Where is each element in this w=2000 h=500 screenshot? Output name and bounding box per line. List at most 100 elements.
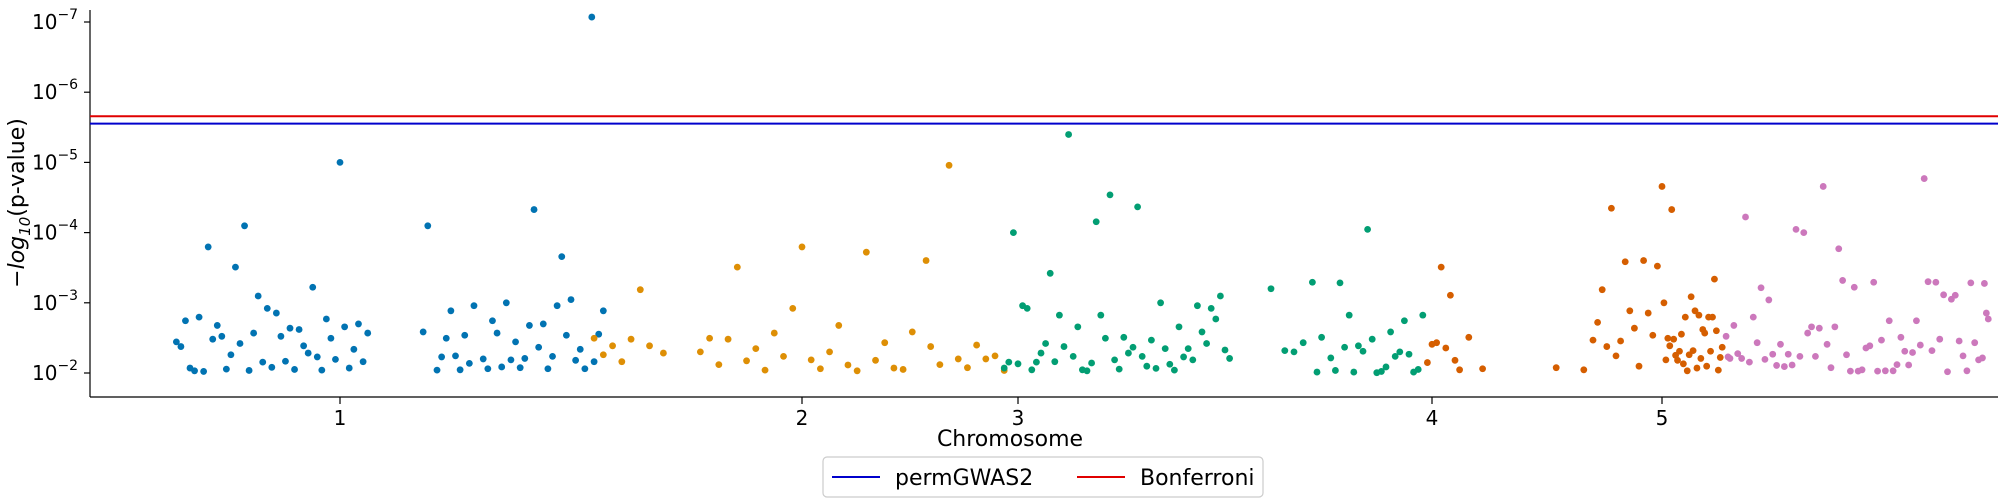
data-point: [452, 352, 459, 360]
data-point: [599, 307, 607, 315]
data-point: [1350, 368, 1358, 376]
data-point: [272, 309, 280, 317]
data-point: [1963, 367, 1971, 375]
data-point: [327, 334, 335, 342]
data-point: [1111, 356, 1118, 364]
data-point: [268, 363, 276, 371]
data-point: [1621, 258, 1629, 266]
data-point: [1738, 355, 1746, 362]
data-point: [908, 328, 916, 336]
data-point: [1451, 356, 1459, 364]
data-point: [1203, 340, 1210, 347]
data-point: [442, 334, 450, 342]
data-point: [1161, 345, 1169, 353]
data-point: [1387, 328, 1394, 336]
data-point: [1401, 317, 1408, 325]
data-point: [245, 367, 253, 374]
data-point: [484, 365, 492, 373]
data-point: [1932, 278, 1940, 286]
data-point: [1060, 343, 1068, 350]
data-point: [1083, 367, 1091, 375]
data-point: [1580, 366, 1588, 374]
data-point: [1368, 335, 1376, 343]
data-point: [1221, 346, 1229, 354]
data-point: [1640, 257, 1647, 264]
data-point: [724, 335, 732, 343]
data-point: [1143, 362, 1151, 370]
data-point: [535, 343, 543, 351]
data-point: [715, 361, 723, 369]
data-point: [1631, 324, 1638, 332]
data-point: [1784, 350, 1792, 358]
data-point: [1180, 353, 1187, 361]
data-point: [1115, 365, 1123, 373]
data-point: [195, 313, 203, 321]
data-point: [254, 292, 262, 300]
data-point: [1689, 347, 1697, 355]
data-point: [1827, 364, 1835, 372]
data-point: [1603, 343, 1611, 350]
y-tick-label: 10−6: [32, 77, 78, 104]
data-point: [1074, 323, 1082, 331]
y-tick-label: 10−5: [32, 147, 78, 174]
data-point: [1014, 360, 1022, 368]
data-point: [1893, 361, 1901, 369]
data-point: [530, 206, 538, 213]
data-point: [1664, 334, 1672, 342]
data-point: [1479, 365, 1486, 373]
data-point: [1148, 336, 1155, 344]
data-point: [304, 349, 312, 357]
data-point: [733, 263, 741, 271]
data-point: [1000, 364, 1008, 372]
data-point: [1823, 340, 1831, 348]
data-point: [1125, 349, 1132, 357]
data-point: [489, 317, 496, 325]
data-point: [1984, 315, 1992, 323]
data-point: [433, 366, 441, 374]
data-point: [590, 358, 598, 366]
data-point: [291, 366, 298, 373]
data-point: [1982, 309, 1990, 317]
data-point: [222, 365, 230, 373]
data-point: [1730, 322, 1738, 329]
data-point: [1718, 343, 1726, 351]
data-point: [1660, 299, 1668, 307]
legend-frame: [822, 456, 1264, 498]
data-point: [1465, 333, 1473, 341]
data-point: [1194, 302, 1201, 310]
data-point: [798, 243, 806, 251]
data-point: [1414, 366, 1422, 373]
data-point: [1382, 363, 1390, 371]
data-point: [241, 222, 248, 230]
data-point: [890, 364, 898, 372]
data-point: [465, 360, 473, 367]
data-point: [177, 343, 185, 350]
data-point: [332, 355, 339, 363]
data-point: [1189, 356, 1197, 364]
data-point: [1138, 352, 1146, 360]
data-point: [770, 329, 778, 337]
data-point: [419, 328, 427, 336]
data-point: [1707, 347, 1714, 355]
data-point: [1391, 352, 1399, 360]
data-point: [1839, 277, 1847, 284]
data-point: [1703, 362, 1711, 370]
data-point: [881, 339, 889, 347]
data-point: [456, 366, 464, 374]
data-point: [1792, 225, 1800, 233]
data-point: [549, 352, 556, 360]
data-point: [1456, 366, 1463, 374]
data-point: [1745, 358, 1753, 366]
data-point: [576, 345, 584, 353]
data-point: [752, 345, 760, 353]
data-point: [1313, 368, 1321, 376]
data-point: [1951, 291, 1959, 299]
data-point: [1552, 364, 1560, 372]
x-tick-label: 3: [1012, 406, 1025, 430]
data-point: [1184, 345, 1192, 353]
data-point: [636, 286, 644, 294]
data-point: [1959, 352, 1967, 360]
data-point: [1757, 284, 1765, 292]
data-point: [1683, 367, 1691, 375]
data-point: [1088, 359, 1095, 367]
